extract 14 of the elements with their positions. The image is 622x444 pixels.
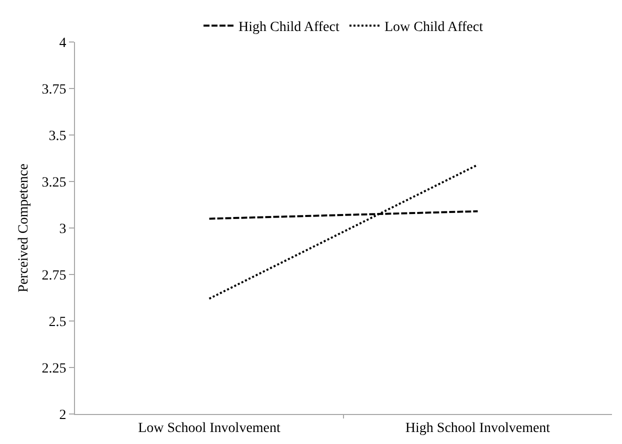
y-tick-label: 3.25: [42, 175, 66, 190]
legend-label: High Child Affect: [238, 20, 340, 36]
x-tick-label: Low School Involvement: [138, 420, 281, 436]
y-tick-label: 2: [59, 408, 66, 423]
y-tick-label: 2.5: [48, 314, 66, 330]
legend-label: Low Child Affect: [384, 20, 484, 36]
y-tick-label: 3.75: [42, 82, 66, 98]
x-tick-label: High School Involvement: [405, 420, 550, 436]
y-tick-label: 2.25: [42, 361, 66, 376]
y-tick-label: 2.75: [42, 268, 66, 284]
y-axis-title: Perceived Competence: [16, 164, 32, 292]
y-tick-label: 3.5: [48, 128, 66, 144]
y-tick-label: 4: [59, 36, 66, 51]
y-tick-label: 3: [59, 222, 66, 237]
